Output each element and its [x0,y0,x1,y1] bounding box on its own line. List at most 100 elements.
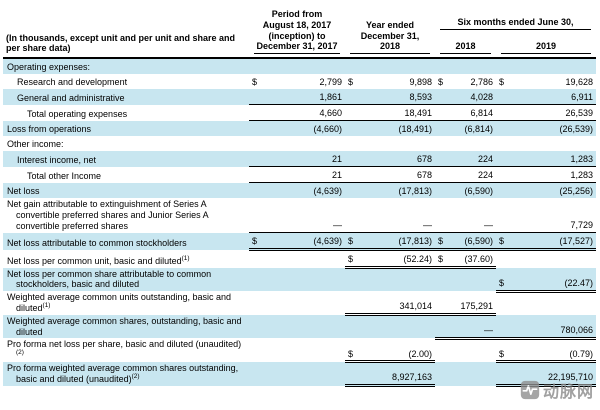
value-cell: $2,786 [435,74,496,89]
value-cell: 341,014 [345,291,435,317]
value-cell: $ (17,813) [345,232,435,252]
currency-symbol: $ [348,254,354,265]
header-period-2017-text: Period from August 18, 2017 (inception) … [254,9,340,55]
cell-value: 6,911 [571,92,593,103]
value-cell: 224 [435,166,496,184]
cell-value: (37.60) [464,254,493,265]
currency-symbol: $ [438,236,444,247]
row-label: Net loss attributable to common stockhol… [3,232,249,250]
cell-value: 1,283 [570,154,593,165]
cell-value: 26,539 [565,108,593,119]
row-label-text: Net loss per common unit, basic and dilu… [7,255,182,266]
table-row: Pro forma weighted average common shares… [3,361,596,388]
cell-value: (25,256) [559,186,593,197]
footnote-marker: (2) [16,349,24,357]
value-cell: 21 [249,151,345,168]
value-cell: $9,898 [345,74,435,89]
cell-value: (22.47) [564,277,593,288]
cell-value: 175,291 [460,301,493,312]
value-cell [249,250,345,268]
value-cell: $ (52.24) [345,249,435,270]
value-cell [249,314,345,339]
header-six-months-2019-text: 2019 [501,41,591,55]
value-cell [435,136,496,151]
cell-value: 780,066 [560,325,593,336]
value-cell [249,338,345,362]
value-cell: (18,491) [345,120,435,137]
cell-value: 9,898 [409,77,432,88]
value-cell: $ (2.00) [345,338,435,364]
cell-value: 678 [416,154,432,165]
cell-value: (6,814) [464,124,493,135]
currency-symbol: $ [348,236,354,247]
cell-value: (0.79) [569,348,593,359]
value-cell: $19,628 [496,74,596,89]
value-cell: 6,911 [496,89,596,106]
currency-symbol: $ [252,77,258,88]
value-cell: $ (17,527) [496,232,596,252]
row-label-text: Other income: [7,139,64,150]
value-cell: 224 [435,151,496,168]
header-six-months-2019: 2019 [496,29,596,60]
table-row: Loss from operations (4,660) (18,491) (6,81… [3,120,596,137]
row-label-text: Loss from operations [7,124,92,135]
cell-value: 224 [477,170,493,181]
value-cell [345,267,435,292]
header-six-months-group: Six months ended June 30, [435,8,596,30]
row-label: Net loss [3,182,249,199]
cell-value: (4,660) [313,124,342,135]
row-label-text: Total other Income [27,170,102,181]
currency-symbol: $ [499,277,505,288]
row-label: General and administrative [3,89,249,105]
value-cell [435,361,496,386]
value-cell: 678 [345,151,435,168]
value-cell: (4,660) [249,120,345,137]
row-label: Operating expenses: [3,58,249,75]
cell-value: (52.24) [403,254,432,265]
value-cell [345,58,435,75]
row-label-text: Total operating expenses [27,108,128,119]
table-row: Net loss attributable to common stockhol… [3,232,596,252]
value-cell [249,267,345,292]
cell-value: 7,729 [570,220,593,231]
value-cell: $ (0.79) [496,338,596,364]
header-period-2017: Period from August 18, 2017 (inception) … [249,8,345,60]
row-label-text: Research and development [17,77,128,88]
cell-value: 1,283 [570,170,593,181]
value-cell: $ (37.60) [435,249,496,270]
row-label: Net loss per common share attributable t… [3,267,249,292]
value-cell: (26,539) [496,120,596,137]
table-row: Other income: [3,136,596,151]
cell-value: 8,593 [409,92,432,103]
table-row: Total other Income 21 678 224 1,283 [3,166,596,184]
cell-value: 678 [416,170,432,181]
value-cell: 175,291 [435,291,496,317]
value-cell: (6,590) [435,182,496,199]
value-cell [435,267,496,292]
value-cell: — [249,198,345,234]
header-year-2018: Year ended December 31, 2018 [345,8,435,60]
row-label: Weighted average common shares, outstand… [3,314,249,339]
value-cell: 8,593 [345,89,435,106]
value-cell: 8,927,163 [345,361,435,388]
cell-value: (17,813) [398,236,432,247]
value-cell: (4,639) [249,182,345,199]
cell-value: 2,786 [470,77,493,88]
row-label: Interest income, net [3,151,249,167]
row-label-text: Net gain attributable to extinguishment … [7,199,209,231]
header-six-months-group-text: Six months ended June 30, [440,17,591,30]
value-cell [345,136,435,151]
table-row: Weighted average common shares, outstand… [3,314,596,340]
value-cell: — [345,198,435,234]
currency-symbol: $ [499,77,505,88]
cell-value: 224 [477,154,493,165]
row-label: Pro forma net loss per share, basic and … [3,338,249,362]
header-year-2018-text: Year ended December 31, 2018 [350,20,430,55]
table-row: Net loss per common unit, basic and dilu… [3,249,596,270]
cell-value: 4,660 [319,108,342,119]
value-cell: 678 [345,166,435,184]
table-row: Interest income, net 21 678 224 1,283 [3,151,596,168]
cell-value: — [484,220,493,231]
cell-value: 22,195,710 [547,372,593,383]
value-cell [496,250,596,268]
